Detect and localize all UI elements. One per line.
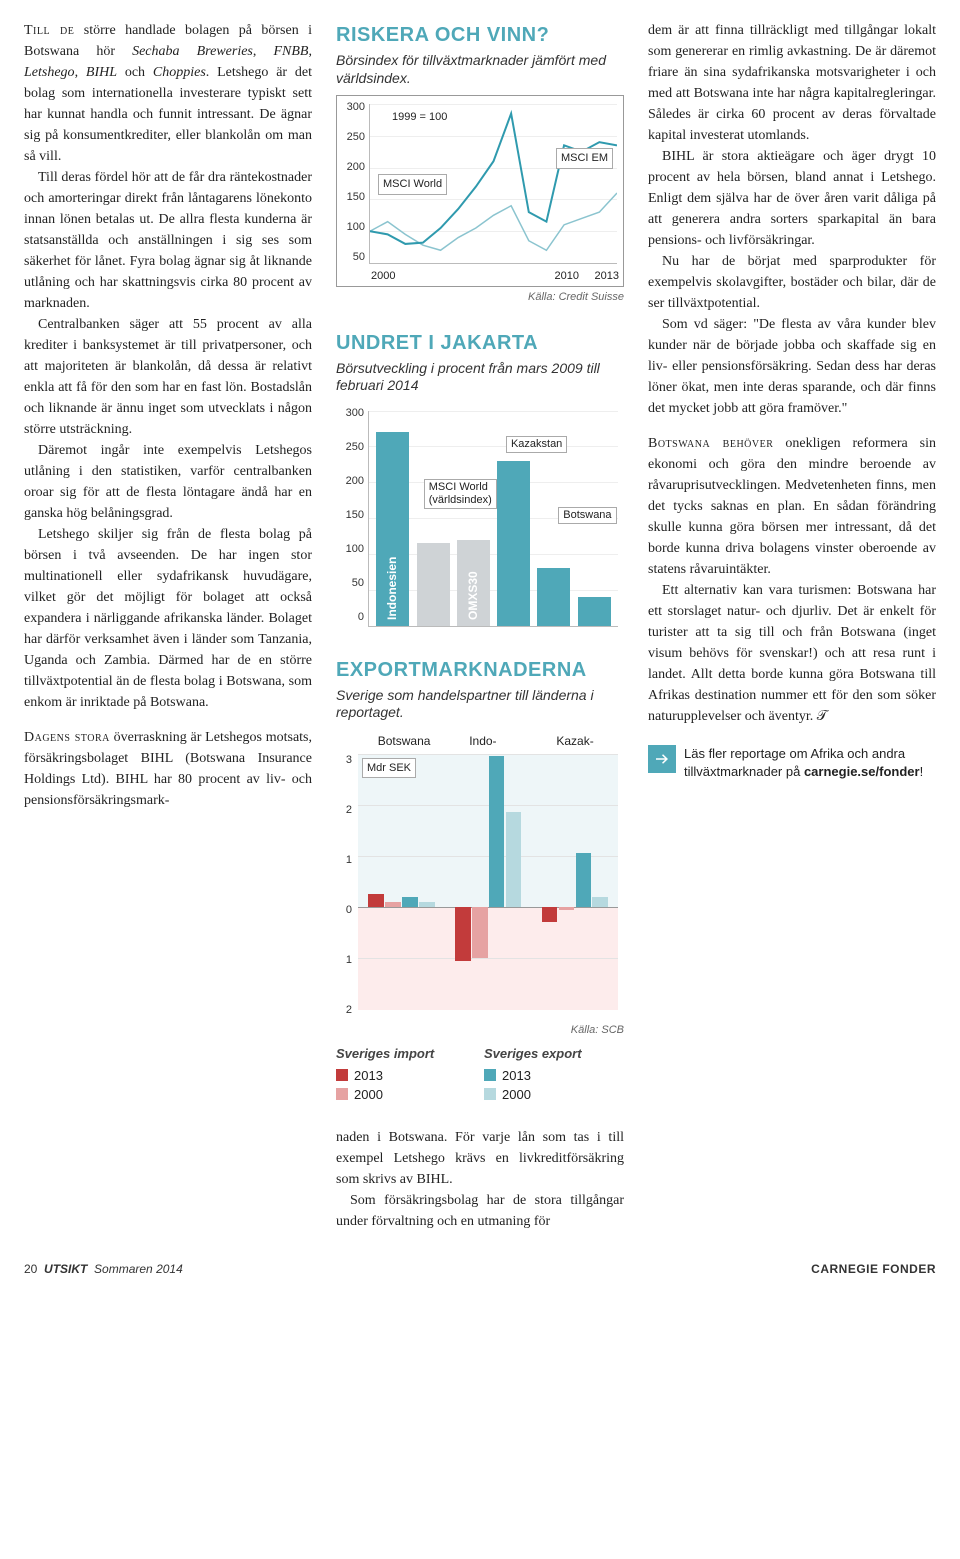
page-footer: 20 UTSIKT Sommaren 2014 CARNEGIE FONDER — [24, 1260, 936, 1278]
tail-para-1: naden i Botswana. För varje lån som tas … — [336, 1127, 624, 1190]
r-para-1: dem är att finna tillräckligt med tillgå… — [648, 20, 936, 146]
legend-title-export: Sveriges export — [484, 1044, 624, 1064]
chart2-area: 300 250 200 150 100 50 0 Indonesien OMXS3… — [336, 403, 624, 633]
chart2-ytick: 100 — [338, 541, 364, 558]
chart1-ytick: 300 — [339, 99, 365, 116]
para-6: Dagens stora överraskning är Letshegos m… — [24, 727, 312, 811]
chart2-subtitle: Börsutveckling i procent från mars 2009 … — [336, 360, 624, 395]
chart3-title: EXPORTMARKNADERNA — [336, 655, 624, 685]
chart2-ytick: 150 — [338, 507, 364, 524]
chart3-ytick: 2 — [336, 1002, 352, 1019]
para-1: Till de större handlade bolagen på börse… — [24, 20, 312, 167]
chart1-area: 300 250 200 150 100 50 — [337, 96, 623, 286]
chart-export: EXPORTMARKNADERNA Sverige som handelspar… — [336, 655, 624, 1105]
read-more-box: Läs fler reportage om Afrika och andra t… — [648, 745, 936, 780]
chart1-ytick: 100 — [339, 219, 365, 236]
chart3-bar — [542, 907, 558, 922]
chart3-bar — [419, 902, 435, 907]
page-number: 20 — [24, 1262, 37, 1276]
arrow-icon — [648, 745, 676, 773]
right-column: dem är att finna tillräckligt med tillgå… — [648, 20, 936, 1232]
center-tail-text: naden i Botswana. För varje lån som tas … — [336, 1127, 624, 1232]
left-column: Till de större handlade bolagen på börse… — [24, 20, 312, 1232]
chart1-xtick: 2000 — [371, 268, 395, 285]
legend-title-import: Sveriges import — [336, 1044, 476, 1064]
chart1-label-em: MSCI EM — [556, 148, 613, 169]
chart3-ytick: 2 — [336, 802, 352, 819]
chart2-title: UNDRET I JAKARTA — [336, 328, 624, 358]
chart3-ytick: 0 — [336, 902, 352, 919]
chart1-subtitle: Börsindex för tillväxtmarknader jämfört … — [336, 52, 624, 87]
chart3-bar — [385, 902, 401, 907]
r-para-3: Nu har de börjat med sparprodukter för e… — [648, 251, 936, 314]
lead-in-3: Botswana behöver — [648, 436, 773, 451]
para-2: Till deras fördel hör att de får dra rän… — [24, 167, 312, 314]
chart2-bar — [417, 543, 450, 625]
para-5: Letshego skiljer sig från de flesta bola… — [24, 524, 312, 713]
r-para-5: Botswana behöver onekligen reformera sin… — [648, 433, 936, 580]
chart3-area: Botswana Indo- nesien Kazak- stan 3 2 1 … — [336, 730, 624, 1020]
chart1-ytick: 250 — [339, 129, 365, 146]
chart3-ytick: 1 — [336, 952, 352, 969]
chart3-legend: Sveriges import 2013 2000 Sveriges expor… — [336, 1044, 624, 1105]
chart2-bar-label: Indonesien — [383, 556, 401, 619]
chart1-ytick: 200 — [339, 159, 365, 176]
chart3-bar — [455, 907, 471, 961]
chart3-bar — [368, 894, 384, 907]
chart3-ytick: 3 — [336, 752, 352, 769]
brand: CARNEGIE FONDER — [811, 1260, 936, 1278]
chart2-ytick: 250 — [338, 439, 364, 456]
chart3-bar — [506, 812, 522, 907]
chart2-bar — [537, 568, 570, 625]
para-4: Däremot ingår inte exempelvis Letshegos … — [24, 440, 312, 524]
chart3-ytick: 1 — [336, 852, 352, 869]
chart2-bar — [497, 461, 530, 626]
legend-item: 2013 — [484, 1066, 624, 1086]
chart2-callout: Kazakstan — [506, 436, 567, 453]
legend-item: 2000 — [484, 1085, 624, 1105]
magazine-name: UTSIKT — [44, 1262, 87, 1276]
issue: Sommaren 2014 — [94, 1262, 183, 1276]
center-column: RISKERA OCH VINN? Börsindex för tillväxt… — [336, 20, 624, 1232]
chart1-title: RISKERA OCH VINN? — [336, 20, 624, 50]
chart1-source: Källa: Credit Suisse — [336, 289, 624, 306]
chart2-ytick: 50 — [338, 575, 364, 592]
chart3-bar — [576, 853, 592, 907]
chart3-bar — [559, 907, 575, 910]
chart2-ytick: 0 — [338, 609, 364, 626]
chart2-bar-label: OMXS30 — [464, 571, 482, 620]
tail-para-2: Som försäkringsbolag har de stora tillgå… — [336, 1190, 624, 1232]
chart2-callout: MSCI World (världsindex) — [424, 479, 497, 508]
r-para-6: Ett alternativ kan vara turismen: Botswa… — [648, 580, 936, 727]
chart3-subtitle: Sverige som handelspartner till länderna… — [336, 687, 624, 722]
chart1-ytick: 150 — [339, 189, 365, 206]
chart3-bar — [472, 907, 488, 958]
chart2-bar — [578, 597, 611, 626]
r-para-2: BIHL är stora aktieägare och äger drygt … — [648, 146, 936, 251]
chart3-bar — [402, 897, 418, 907]
para-3: Centralbanken säger att 55 procent av al… — [24, 314, 312, 440]
chart3-bar — [489, 756, 505, 907]
chart1-xtick: 2013 — [595, 268, 619, 285]
chart3-source: Källa: SCB — [336, 1022, 624, 1039]
r-para-4: Som vd säger: "De flesta av våra kunder … — [648, 314, 936, 419]
chart3-unit: Mdr SEK — [362, 758, 416, 779]
legend-item: 2013 — [336, 1066, 476, 1086]
chart1-xtick: 2010 — [555, 268, 579, 285]
chart2-ytick: 300 — [338, 405, 364, 422]
chart2-ytick: 200 — [338, 473, 364, 490]
chart2-callout: Botswana — [558, 507, 616, 524]
chart-riskera: RISKERA OCH VINN? Börsindex för tillväxt… — [336, 20, 624, 306]
read-more-text: Läs fler reportage om Afrika och andra t… — [684, 745, 936, 780]
chart1-ytick: 50 — [339, 249, 365, 266]
chart1-basenote: 1999 = 100 — [388, 108, 451, 127]
chart1-label-world: MSCI World — [378, 174, 447, 195]
chart3-bar — [592, 897, 608, 907]
lead-in-2: Dagens stora — [24, 730, 110, 745]
lead-in: Till de — [24, 23, 74, 38]
legend-item: 2000 — [336, 1085, 476, 1105]
chart-jakarta: UNDRET I JAKARTA Börsutveckling i procen… — [336, 328, 624, 633]
